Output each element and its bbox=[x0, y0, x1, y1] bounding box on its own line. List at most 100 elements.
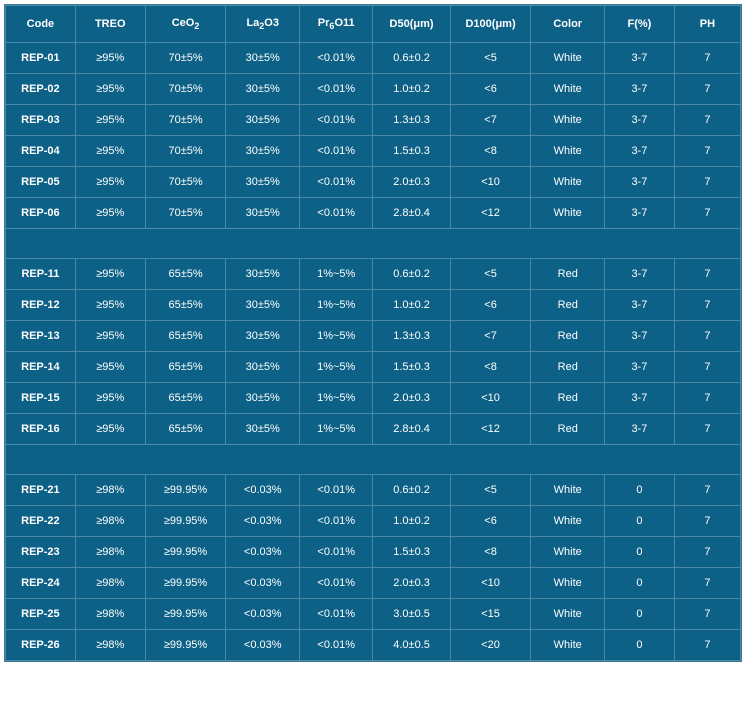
cell-ceo2: 70±5% bbox=[145, 167, 226, 198]
cell-f: 3-7 bbox=[604, 43, 674, 74]
cell-d50: 0.6±0.2 bbox=[373, 43, 450, 74]
cell-f: 0 bbox=[604, 475, 674, 506]
cell-la2o3: 30±5% bbox=[226, 105, 300, 136]
cell-ceo2: ≥99.95% bbox=[145, 475, 226, 506]
cell-d100: <20 bbox=[450, 630, 531, 661]
cell-color: Red bbox=[531, 383, 605, 414]
cell-ceo2: 70±5% bbox=[145, 43, 226, 74]
table-row: REP-16≥95%65±5%30±5%1%~5%2.8±0.4<12Red3-… bbox=[6, 414, 741, 445]
cell-ceo2: ≥99.95% bbox=[145, 506, 226, 537]
cell-f: 3-7 bbox=[604, 290, 674, 321]
col-header-f: F(%) bbox=[604, 6, 674, 43]
cell-code: REP-12 bbox=[6, 290, 76, 321]
col-header-pr6o11: Pr6O11 bbox=[299, 6, 373, 43]
cell-color: Red bbox=[531, 259, 605, 290]
cell-pr6o11: <0.01% bbox=[299, 506, 373, 537]
cell-d50: 1.5±0.3 bbox=[373, 136, 450, 167]
cell-f: 0 bbox=[604, 630, 674, 661]
cell-d100: <5 bbox=[450, 259, 531, 290]
cell-ph: 7 bbox=[674, 630, 740, 661]
cell-f: 3-7 bbox=[604, 414, 674, 445]
col-header-ceo2: CeO2 bbox=[145, 6, 226, 43]
cell-f: 0 bbox=[604, 537, 674, 568]
cell-code: REP-23 bbox=[6, 537, 76, 568]
cell-ph: 7 bbox=[674, 167, 740, 198]
cell-code: REP-01 bbox=[6, 43, 76, 74]
cell-pr6o11: <0.01% bbox=[299, 74, 373, 105]
cell-color: White bbox=[531, 599, 605, 630]
cell-la2o3: 30±5% bbox=[226, 414, 300, 445]
cell-ph: 7 bbox=[674, 198, 740, 229]
cell-treo: ≥95% bbox=[75, 414, 145, 445]
cell-color: White bbox=[531, 198, 605, 229]
table-row: REP-13≥95%65±5%30±5%1%~5%1.3±0.3<7Red3-7… bbox=[6, 321, 741, 352]
cell-pr6o11: <0.01% bbox=[299, 599, 373, 630]
cell-pr6o11: <0.01% bbox=[299, 568, 373, 599]
cell-code: REP-02 bbox=[6, 74, 76, 105]
cell-ph: 7 bbox=[674, 43, 740, 74]
cell-treo: ≥95% bbox=[75, 43, 145, 74]
cell-f: 3-7 bbox=[604, 259, 674, 290]
cell-code: REP-26 bbox=[6, 630, 76, 661]
cell-treo: ≥98% bbox=[75, 599, 145, 630]
cell-d50: 2.8±0.4 bbox=[373, 198, 450, 229]
cell-d100: <8 bbox=[450, 537, 531, 568]
cell-pr6o11: <0.01% bbox=[299, 167, 373, 198]
cell-code: REP-21 bbox=[6, 475, 76, 506]
table-row: REP-24≥98%≥99.95%<0.03%<0.01%2.0±0.3<10W… bbox=[6, 568, 741, 599]
cell-ph: 7 bbox=[674, 383, 740, 414]
cell-d100: <12 bbox=[450, 198, 531, 229]
cell-d50: 1.0±0.2 bbox=[373, 506, 450, 537]
cell-color: White bbox=[531, 105, 605, 136]
cell-pr6o11: <0.01% bbox=[299, 198, 373, 229]
cell-ph: 7 bbox=[674, 414, 740, 445]
table-row: REP-21≥98%≥99.95%<0.03%<0.01%0.6±0.2<5Wh… bbox=[6, 475, 741, 506]
table-row: REP-03≥95%70±5%30±5%<0.01%1.3±0.3<7White… bbox=[6, 105, 741, 136]
col-header-la2o3: La2O3 bbox=[226, 6, 300, 43]
spacer-cell bbox=[6, 229, 741, 259]
col-header-code: Code bbox=[6, 6, 76, 43]
cell-f: 3-7 bbox=[604, 321, 674, 352]
table-row: REP-14≥95%65±5%30±5%1%~5%1.5±0.3<8Red3-7… bbox=[6, 352, 741, 383]
cell-treo: ≥98% bbox=[75, 568, 145, 599]
cell-ceo2: 65±5% bbox=[145, 352, 226, 383]
cell-pr6o11: <0.01% bbox=[299, 105, 373, 136]
cell-pr6o11: 1%~5% bbox=[299, 259, 373, 290]
cell-color: Red bbox=[531, 321, 605, 352]
table-row: REP-06≥95%70±5%30±5%<0.01%2.8±0.4<12Whit… bbox=[6, 198, 741, 229]
cell-la2o3: <0.03% bbox=[226, 568, 300, 599]
table-row: REP-05≥95%70±5%30±5%<0.01%2.0±0.3<10Whit… bbox=[6, 167, 741, 198]
table-row: REP-11≥95%65±5%30±5%1%~5%0.6±0.2<5Red3-7… bbox=[6, 259, 741, 290]
cell-d100: <6 bbox=[450, 506, 531, 537]
cell-code: REP-05 bbox=[6, 167, 76, 198]
cell-pr6o11: <0.01% bbox=[299, 537, 373, 568]
cell-ceo2: 70±5% bbox=[145, 198, 226, 229]
cell-pr6o11: <0.01% bbox=[299, 136, 373, 167]
cell-color: White bbox=[531, 74, 605, 105]
cell-treo: ≥95% bbox=[75, 383, 145, 414]
cell-d50: 1.5±0.3 bbox=[373, 352, 450, 383]
cell-d50: 1.3±0.3 bbox=[373, 105, 450, 136]
cell-code: REP-15 bbox=[6, 383, 76, 414]
cell-d100: <10 bbox=[450, 167, 531, 198]
cell-code: REP-11 bbox=[6, 259, 76, 290]
cell-color: White bbox=[531, 136, 605, 167]
cell-pr6o11: <0.01% bbox=[299, 43, 373, 74]
cell-code: REP-16 bbox=[6, 414, 76, 445]
col-header-ph: PH bbox=[674, 6, 740, 43]
cell-la2o3: 30±5% bbox=[226, 321, 300, 352]
cell-la2o3: 30±5% bbox=[226, 74, 300, 105]
cell-ceo2: ≥99.95% bbox=[145, 630, 226, 661]
cell-pr6o11: 1%~5% bbox=[299, 321, 373, 352]
cell-d100: <10 bbox=[450, 568, 531, 599]
cell-ph: 7 bbox=[674, 599, 740, 630]
col-header-color: Color bbox=[531, 6, 605, 43]
cell-d50: 1.0±0.2 bbox=[373, 290, 450, 321]
cell-treo: ≥95% bbox=[75, 259, 145, 290]
cell-code: REP-25 bbox=[6, 599, 76, 630]
table-row: REP-12≥95%65±5%30±5%1%~5%1.0±0.2<6Red3-7… bbox=[6, 290, 741, 321]
cell-d100: <6 bbox=[450, 290, 531, 321]
cell-color: White bbox=[531, 475, 605, 506]
cell-ph: 7 bbox=[674, 74, 740, 105]
cell-ph: 7 bbox=[674, 506, 740, 537]
